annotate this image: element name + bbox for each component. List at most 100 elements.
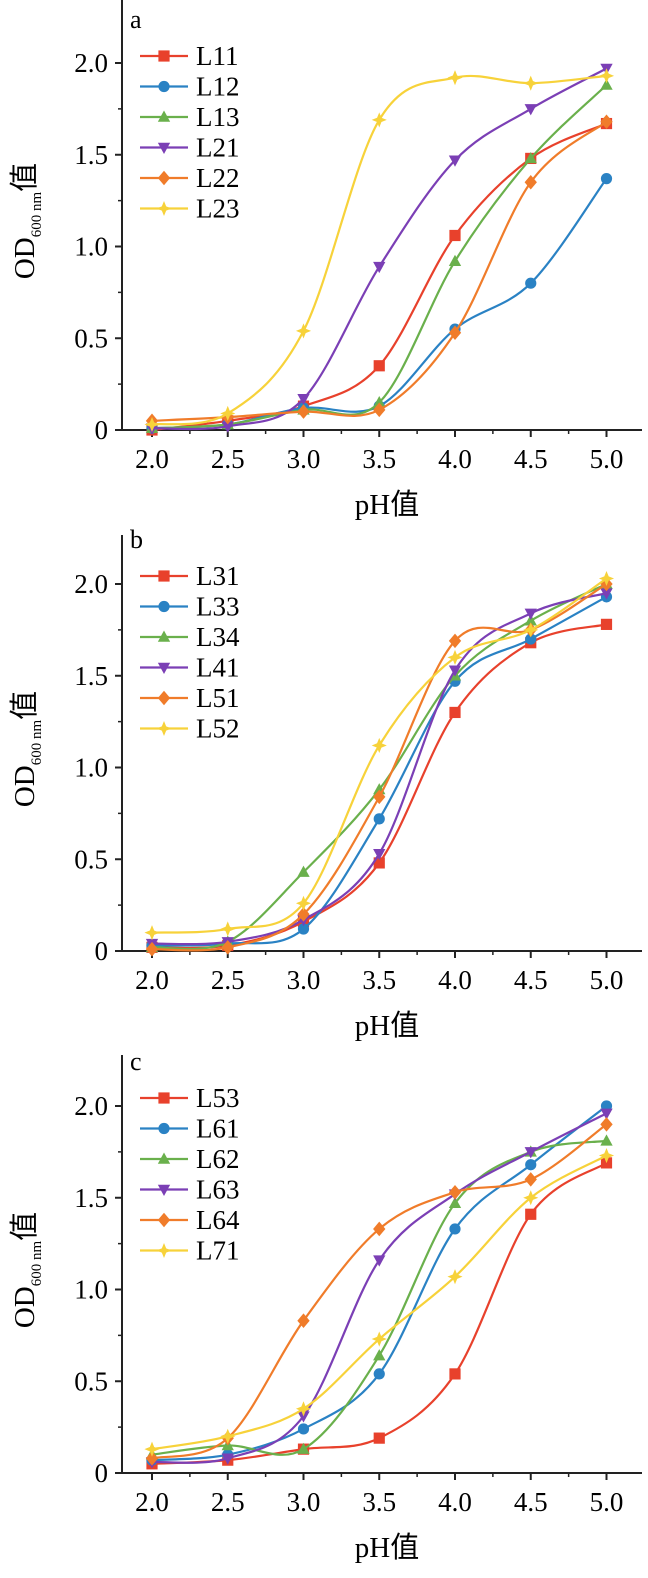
data-point-L41 — [600, 588, 613, 600]
legend-marker-L41 — [157, 662, 171, 674]
y-tick-label: 1.5 — [74, 1183, 108, 1213]
data-point-L63 — [373, 1255, 386, 1267]
legend-marker-L62 — [157, 1152, 171, 1164]
data-point-L11 — [373, 360, 385, 372]
data-point-L41 — [448, 665, 462, 677]
x-tick-label: 5.0 — [590, 965, 624, 995]
data-point-L61 — [297, 1423, 310, 1435]
x-tick-label: 4.5 — [514, 1487, 548, 1517]
legend-label-L53: L53 — [196, 1083, 240, 1113]
y-axis-title-main: OD — [9, 765, 41, 807]
x-tick-label: 4.0 — [438, 444, 472, 474]
y-axis-title-subscript: 600 nm — [29, 1241, 45, 1287]
data-point-L71 — [144, 1441, 160, 1457]
x-tick-label: 2.0 — [135, 965, 169, 995]
legend-marker-L61 — [158, 1122, 170, 1135]
y-tick-label: 0.5 — [74, 844, 108, 874]
data-point-L22 — [600, 114, 613, 129]
legend-label-L22: L22 — [196, 163, 240, 193]
legend-marker-L64 — [157, 1212, 171, 1228]
data-point-L33 — [297, 923, 310, 935]
x-tick-label: 3.0 — [287, 444, 321, 474]
data-point-L31 — [600, 618, 613, 630]
legend-marker-L31 — [158, 570, 170, 582]
data-point-L22 — [448, 325, 462, 341]
legend-marker-L11 — [158, 50, 170, 62]
data-point-L53 — [525, 1208, 537, 1220]
series-L71 — [144, 1147, 615, 1457]
legend-label-L52: L52 — [196, 714, 240, 744]
data-point-L64 — [448, 1184, 462, 1200]
data-point-L21 — [221, 421, 234, 433]
panel-letter: a — [130, 5, 142, 34]
data-point-L52 — [295, 895, 312, 911]
legend-label-L31: L31 — [196, 561, 240, 591]
data-point-L51 — [221, 940, 234, 955]
data-point-L23 — [371, 112, 387, 128]
x-tick-label: 3.0 — [287, 965, 321, 995]
data-point-L61 — [449, 1223, 461, 1235]
x-tick-label: 2.0 — [135, 444, 169, 474]
data-point-L52 — [523, 622, 539, 638]
legend-marker-L51 — [157, 690, 171, 706]
x-tick-label: 3.5 — [362, 965, 396, 995]
data-point-L22 — [297, 404, 310, 419]
data-point-L71 — [447, 1269, 463, 1285]
data-point-L64 — [373, 1221, 386, 1237]
chart-panel-b: 0 0.5 1.0 1.5 2.0 2.0 2.5 3.0 3.5 4.0 4.5 5.0 b pH值 OD… — [8, 525, 642, 1042]
data-point-L23 — [447, 70, 463, 86]
y-axis-title: OD600 nm值 — [8, 691, 45, 807]
data-point-L11 — [449, 229, 461, 242]
data-point-L52 — [598, 570, 615, 587]
data-point-L62 — [448, 1196, 462, 1209]
legend-marker-L23 — [156, 200, 172, 217]
series-L23 — [144, 68, 615, 433]
y-tick-label: 0 — [95, 1458, 109, 1488]
legend-label-L12: L12 — [196, 72, 240, 102]
legend-label-L63: L63 — [196, 1175, 240, 1205]
legend-marker-L63 — [157, 1184, 171, 1196]
data-point-L71 — [220, 1428, 236, 1444]
panel-letter: b — [130, 525, 143, 554]
x-axis-title: pH值 — [355, 488, 419, 521]
data-point-L34 — [297, 865, 310, 877]
data-point-L53 — [449, 1368, 461, 1380]
x-tick-label: 4.5 — [514, 965, 548, 995]
y-axis-title: OD600 nm值 — [8, 1212, 45, 1328]
data-point-L21 — [524, 104, 537, 116]
legend-label-L34: L34 — [196, 622, 240, 652]
data-point-L13 — [448, 254, 462, 266]
legend-label-L41: L41 — [196, 653, 240, 683]
y-tick-label: 1.5 — [74, 661, 108, 691]
data-point-L62 — [600, 1134, 613, 1146]
data-point-L64 — [145, 1451, 159, 1466]
x-tick-label: 3.0 — [287, 1487, 321, 1517]
legend-marker-L52 — [156, 720, 172, 737]
x-tick-label: 4.0 — [438, 965, 472, 995]
data-point-L71 — [295, 1401, 312, 1417]
x-tick-label: 5.0 — [590, 444, 624, 474]
data-point-L71 — [523, 1190, 539, 1206]
x-tick-label: 3.5 — [362, 1487, 396, 1517]
data-point-L22 — [524, 174, 537, 190]
data-point-L23 — [220, 405, 236, 422]
y-axis-title-subscript: 600 nm — [29, 720, 45, 766]
y-tick-label: 2.0 — [74, 48, 108, 78]
x-axis-title: pH值 — [355, 1009, 419, 1042]
legend-label-L23: L23 — [196, 194, 240, 224]
legend-marker-L12 — [158, 80, 170, 93]
data-point-L63 — [524, 1147, 537, 1159]
series-L53 — [146, 1157, 613, 1470]
data-point-L33 — [373, 813, 385, 825]
data-point-L51 — [373, 789, 386, 805]
data-point-L22 — [373, 402, 386, 418]
y-axis-title-suffix: 值 — [8, 163, 41, 192]
legend-marker-L21 — [157, 142, 171, 154]
legend-label-L62: L62 — [196, 1144, 240, 1174]
y-tick-label: 2.0 — [74, 569, 108, 599]
x-tick-label: 5.0 — [590, 1487, 624, 1517]
data-point-L31 — [449, 706, 461, 719]
y-tick-label: 1.0 — [74, 1275, 108, 1305]
data-point-L52 — [447, 649, 463, 665]
series-line-L23 — [151, 74, 607, 426]
